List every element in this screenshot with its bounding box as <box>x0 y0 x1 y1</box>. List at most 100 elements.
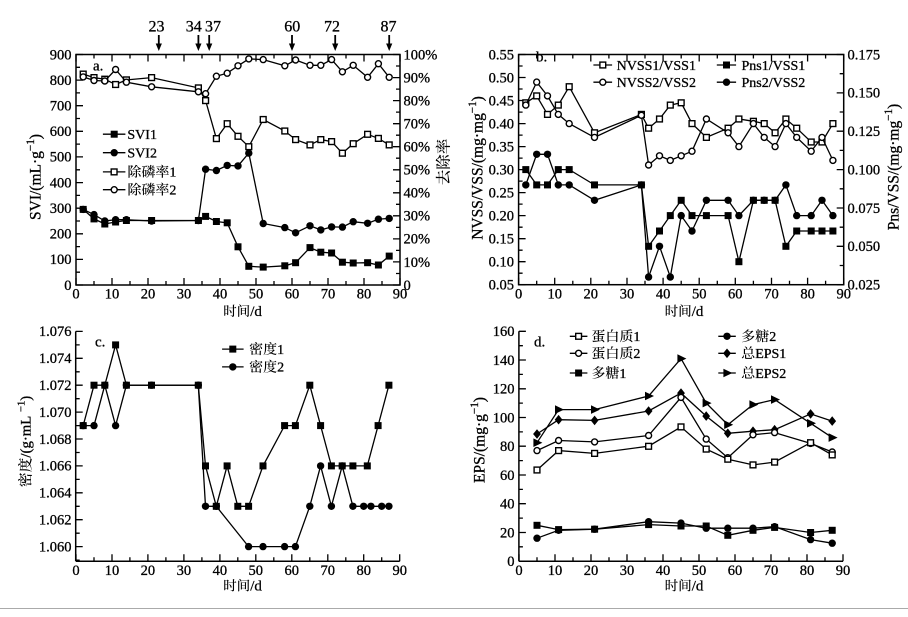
svg-text:10%: 10% <box>404 255 431 271</box>
svg-text:23: 23 <box>149 19 165 36</box>
svg-text:0.40: 0.40 <box>489 116 514 132</box>
svg-text:30: 30 <box>620 563 635 579</box>
svg-text:30%: 30% <box>404 209 431 225</box>
svg-text:EPS/(mg·g: EPS/(mg·g <box>471 414 488 483</box>
svg-text:2: 2 <box>633 347 640 362</box>
svg-text:50: 50 <box>692 287 707 303</box>
svg-text:900: 900 <box>50 47 72 63</box>
svg-text:80%: 80% <box>404 93 431 109</box>
svg-text:400: 400 <box>50 175 72 191</box>
svg-text:0.175: 0.175 <box>848 47 881 63</box>
svg-text:EPS2: EPS2 <box>755 367 786 382</box>
svg-text:0.45: 0.45 <box>489 93 514 109</box>
svg-text:30: 30 <box>177 563 192 579</box>
svg-text:0.20: 0.20 <box>489 208 514 224</box>
svg-text:10: 10 <box>105 563 120 579</box>
svg-text:100: 100 <box>50 252 72 268</box>
svg-text:100%: 100% <box>404 47 438 63</box>
svg-text:Pns1/VSS1: Pns1/VSS1 <box>742 59 806 74</box>
svg-text:60: 60 <box>284 19 300 36</box>
svg-text:70: 70 <box>321 287 336 303</box>
svg-text:NVSS/VSS/(mg·mg: NVSS/VSS/(mg·mg <box>469 113 486 240</box>
svg-text:80: 80 <box>357 287 372 303</box>
svg-text:20: 20 <box>141 287 156 303</box>
svg-text:0.05: 0.05 <box>489 278 514 294</box>
svg-text:0.125: 0.125 <box>848 124 881 140</box>
svg-text:1.068: 1.068 <box>39 432 72 448</box>
svg-text:200: 200 <box>50 227 72 243</box>
svg-text:−1: −1 <box>16 401 28 412</box>
svg-text:): ) <box>27 134 44 139</box>
svg-text:0: 0 <box>515 287 522 303</box>
svg-text:20: 20 <box>141 563 156 579</box>
svg-text:1: 1 <box>169 166 176 181</box>
svg-text:0.30: 0.30 <box>489 162 514 178</box>
svg-text:40: 40 <box>213 563 228 579</box>
svg-text:37: 37 <box>205 19 221 36</box>
svg-text:SVI/(mL·g: SVI/(mL·g <box>27 151 44 220</box>
svg-text:60: 60 <box>728 287 743 303</box>
svg-text:50: 50 <box>692 563 707 579</box>
svg-text:20%: 20% <box>404 232 431 248</box>
svg-text:100: 100 <box>493 410 515 426</box>
svg-text:/d: /d <box>250 578 262 594</box>
svg-text:50: 50 <box>249 287 264 303</box>
svg-text:60: 60 <box>285 287 300 303</box>
svg-text:NVSS1/VSS1: NVSS1/VSS1 <box>617 59 696 74</box>
svg-text:70: 70 <box>321 563 336 579</box>
svg-text:0: 0 <box>404 278 411 294</box>
svg-text:2: 2 <box>277 361 284 376</box>
svg-text:c.: c. <box>95 335 105 351</box>
svg-text:1.076: 1.076 <box>39 324 72 340</box>
svg-text:40: 40 <box>656 287 671 303</box>
svg-text:60: 60 <box>285 563 300 579</box>
svg-text:0.075: 0.075 <box>848 201 881 217</box>
svg-text:40: 40 <box>213 287 228 303</box>
svg-text:1.072: 1.072 <box>39 378 72 394</box>
svg-text:600: 600 <box>50 124 72 140</box>
svg-text:−1: −1 <box>883 109 895 121</box>
svg-text:800: 800 <box>50 73 72 89</box>
svg-text:0.025: 0.025 <box>848 278 881 294</box>
svg-text:0.25: 0.25 <box>489 185 514 201</box>
svg-text:1: 1 <box>277 343 284 358</box>
svg-text:SVI1: SVI1 <box>127 128 157 143</box>
svg-text:72: 72 <box>324 19 340 36</box>
svg-text:80: 80 <box>500 439 515 455</box>
svg-text:60: 60 <box>500 468 515 484</box>
svg-text:NVSS2/VSS2: NVSS2/VSS2 <box>617 76 696 91</box>
svg-text:1.066: 1.066 <box>39 459 72 475</box>
svg-text:90: 90 <box>392 563 407 579</box>
svg-text:30: 30 <box>177 287 192 303</box>
svg-text:90: 90 <box>836 287 851 303</box>
svg-text:34: 34 <box>186 19 202 36</box>
svg-text:): ) <box>885 104 902 109</box>
svg-text:): ) <box>471 397 488 402</box>
svg-text:0.100: 0.100 <box>848 162 881 178</box>
svg-text:90: 90 <box>393 287 408 303</box>
svg-text:40: 40 <box>500 497 515 513</box>
svg-text:−1: −1 <box>25 139 37 151</box>
svg-text:d.: d. <box>534 335 545 351</box>
svg-text:120: 120 <box>493 382 515 398</box>
svg-text:0.35: 0.35 <box>489 139 514 155</box>
svg-text:0: 0 <box>515 563 522 579</box>
svg-text:SVI2: SVI2 <box>127 147 157 162</box>
svg-text:0: 0 <box>507 554 514 570</box>
svg-text:50: 50 <box>249 563 264 579</box>
svg-text:80: 80 <box>356 563 371 579</box>
svg-text:1.070: 1.070 <box>39 405 72 421</box>
svg-text:90: 90 <box>836 563 851 579</box>
svg-text:): ) <box>19 396 35 401</box>
svg-text:/d: /d <box>250 304 262 320</box>
svg-text:700: 700 <box>50 99 72 115</box>
svg-text:Pns/VSS/(mg·mg: Pns/VSS/(mg·mg <box>885 121 902 231</box>
svg-text:0.55: 0.55 <box>489 47 514 63</box>
svg-text:0: 0 <box>72 287 79 303</box>
svg-text:80: 80 <box>800 287 815 303</box>
svg-text:0.15: 0.15 <box>489 232 514 248</box>
svg-text:1.074: 1.074 <box>39 351 72 367</box>
svg-text:40%: 40% <box>404 186 431 202</box>
svg-text:b.: b. <box>536 50 547 66</box>
svg-text:1.060: 1.060 <box>39 539 72 555</box>
